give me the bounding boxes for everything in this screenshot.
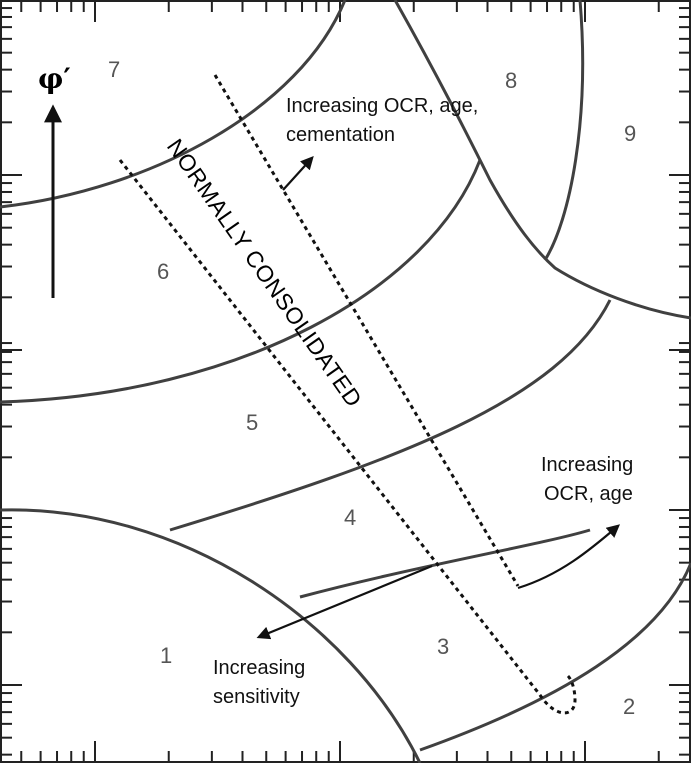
phi-prime-symbol: φ′	[38, 62, 71, 95]
ocr-age-cementation-arrow	[282, 156, 314, 191]
sensitivity-line2: sensitivity	[213, 686, 300, 708]
boundary-zone-1	[0, 508, 422, 763]
ocr-age-arrow	[517, 524, 621, 590]
zone-number-4: 4	[344, 505, 356, 530]
boundary-zone-4-5	[169, 299, 612, 532]
zone-number-5: 5	[246, 410, 258, 435]
boundary-zone-6-7	[0, 0, 347, 209]
zone-number-3: 3	[437, 634, 449, 659]
zone-number-9: 9	[624, 121, 636, 146]
zone-number-6: 6	[157, 259, 169, 284]
annotations: Increasing OCR, age, cementation Increas…	[213, 95, 633, 708]
zone-number-2: 2	[623, 694, 635, 719]
zone-numbers: 1 2 3 4 5 6 7 8 9	[108, 57, 636, 719]
zone-number-8: 8	[505, 68, 517, 93]
boundary-zone-3-4	[299, 528, 591, 599]
boundary-zone-8-diagonal	[393, 0, 691, 320]
sensitivity-arrow	[256, 564, 433, 640]
ocr-age-line1: Increasing	[541, 454, 633, 476]
zone-number-1: 1	[160, 643, 172, 668]
sensitivity-line1: Increasing	[213, 657, 305, 679]
normally-consolidated-label: NORMALLY CONSOLIDATED	[162, 134, 367, 412]
ocr-age-cementation-line2: cementation	[286, 124, 395, 146]
ocr-age-line2: OCR, age	[544, 483, 633, 505]
boundary-zone-8-9	[543, 0, 585, 261]
normally-consolidated-zone	[118, 74, 577, 715]
ocr-age-cementation-line1: Increasing OCR, age,	[286, 95, 478, 117]
boundary-zone-2-3	[419, 562, 691, 752]
boundary-zone-5-6	[0, 159, 482, 404]
zone-number-7: 7	[108, 57, 120, 82]
